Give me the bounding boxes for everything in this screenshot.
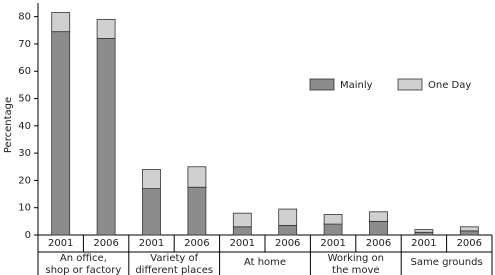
x-tick-label: 2006 bbox=[457, 238, 482, 249]
y-tick-label: 40 bbox=[18, 121, 31, 132]
group-label: the move bbox=[332, 265, 380, 275]
group-label: shop or factory bbox=[45, 265, 121, 275]
legend-label: One Day bbox=[428, 80, 471, 91]
bar-segment bbox=[369, 220, 388, 236]
bar-segment bbox=[142, 169, 161, 189]
y-tick-label: 10 bbox=[18, 203, 31, 214]
y-tick-label: 30 bbox=[18, 148, 31, 159]
legend-swatch bbox=[397, 78, 423, 91]
group-label: At home bbox=[244, 257, 286, 268]
y-axis-label: Percentage bbox=[3, 97, 14, 153]
bar-segment bbox=[369, 211, 388, 222]
group-label: Same grounds bbox=[411, 257, 483, 268]
bar-segment bbox=[323, 214, 343, 225]
group-label: Variety of bbox=[150, 253, 198, 264]
group-label: different places bbox=[135, 265, 213, 275]
bar-segment bbox=[51, 12, 71, 33]
y-tick-label: 0 bbox=[25, 230, 31, 241]
bar-segment bbox=[142, 188, 161, 236]
group-label: Working on bbox=[328, 253, 384, 264]
x-tick-label: 2001 bbox=[48, 238, 73, 249]
legend-swatch bbox=[309, 78, 335, 91]
y-tick-label: 20 bbox=[18, 175, 31, 186]
x-tick-label: 2006 bbox=[184, 238, 209, 249]
bar-segment bbox=[414, 229, 434, 233]
y-tick-label: 70 bbox=[18, 39, 31, 50]
bar-segment bbox=[278, 225, 298, 236]
x-tick-label: 2006 bbox=[93, 238, 118, 249]
bar-segment bbox=[459, 226, 479, 232]
bar-segment bbox=[278, 208, 298, 226]
bar-segment bbox=[187, 186, 207, 236]
bar-segment bbox=[96, 38, 116, 236]
bar-segment bbox=[187, 166, 207, 188]
bar-segment bbox=[232, 226, 252, 236]
bar-segment bbox=[459, 230, 479, 236]
x-tick-label: 2001 bbox=[139, 238, 164, 249]
x-tick-label: 2006 bbox=[366, 238, 391, 249]
y-tick-label: 80 bbox=[18, 12, 31, 23]
y-tick-label: 60 bbox=[18, 66, 31, 77]
group-label: An office, bbox=[60, 253, 107, 264]
bar-segment bbox=[232, 212, 252, 228]
bar-segment bbox=[96, 18, 116, 39]
bar-segment bbox=[414, 231, 434, 236]
x-tick-label: 2001 bbox=[411, 238, 436, 249]
legend-label: Mainly bbox=[340, 80, 373, 91]
bar-segment bbox=[51, 31, 71, 236]
x-tick-label: 2006 bbox=[275, 238, 300, 249]
x-tick-label: 2001 bbox=[230, 238, 255, 249]
bar-segment bbox=[323, 223, 343, 236]
x-tick-label: 2001 bbox=[320, 238, 345, 249]
y-tick-label: 50 bbox=[18, 94, 31, 105]
